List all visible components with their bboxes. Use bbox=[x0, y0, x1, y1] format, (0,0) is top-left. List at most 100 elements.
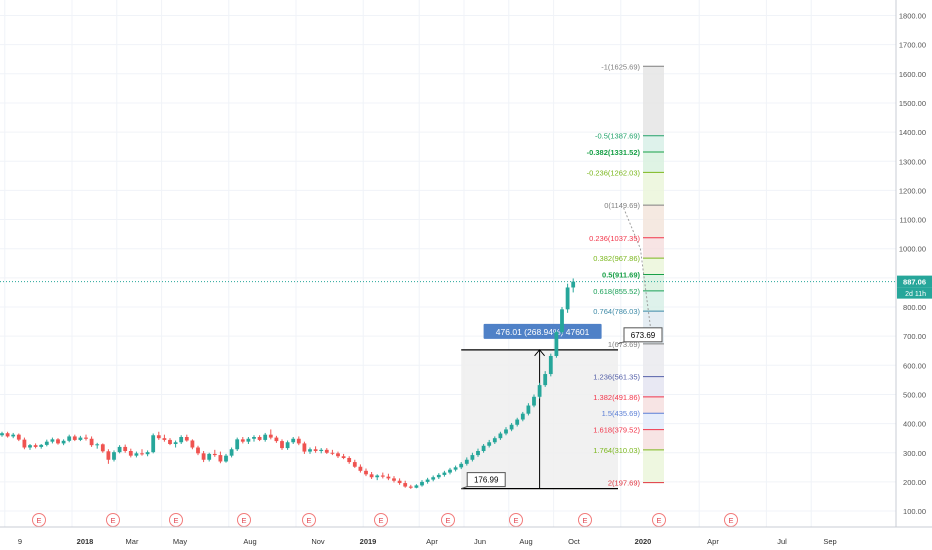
fib-label: 0.236(1037.35) bbox=[589, 234, 640, 243]
price-tick-label: 300.00 bbox=[903, 449, 926, 458]
candle-body bbox=[134, 453, 139, 456]
candle-body bbox=[201, 453, 206, 460]
time-tick-label: 9 bbox=[18, 537, 22, 546]
candle-body bbox=[235, 439, 240, 450]
candle-body bbox=[324, 449, 329, 453]
candle-body bbox=[537, 385, 542, 397]
last-price-label: 887.06 bbox=[903, 278, 926, 287]
candle-body bbox=[319, 449, 324, 452]
candle-body bbox=[364, 470, 368, 475]
candle-body bbox=[532, 396, 536, 406]
time-tick-label: Nov bbox=[311, 537, 325, 546]
fibonacci-labels: -1(1625.69) -0.5(1387.69) -0.382(1331.52) -… bbox=[587, 62, 641, 487]
grid bbox=[0, 0, 896, 527]
candle-body bbox=[397, 480, 402, 484]
price-tick-label: 1700.00 bbox=[899, 41, 926, 50]
fib-zone bbox=[643, 66, 664, 136]
fib-label: 0.764(786.03) bbox=[593, 307, 640, 316]
candle-body bbox=[369, 474, 374, 478]
candle-body bbox=[106, 451, 111, 460]
time-tick-label: 2020 bbox=[635, 537, 652, 546]
candle-body bbox=[145, 452, 150, 455]
candle-body bbox=[5, 433, 10, 437]
candle-body bbox=[313, 449, 318, 452]
candle-body bbox=[28, 445, 32, 448]
fib-label: 1.5(435.69) bbox=[602, 409, 641, 418]
candle-body bbox=[184, 437, 189, 441]
earnings-label: E bbox=[513, 516, 518, 525]
projection-label: 476.01 (268.94%) 47601 bbox=[496, 327, 590, 337]
candle-body bbox=[420, 481, 424, 486]
earnings-label: E bbox=[241, 516, 246, 525]
candle-body bbox=[520, 413, 525, 420]
time-tick-label: Jun bbox=[474, 537, 486, 546]
candle-body bbox=[453, 467, 458, 470]
candle-body bbox=[212, 453, 217, 456]
candle-body bbox=[140, 453, 144, 455]
candle-body bbox=[84, 437, 88, 439]
time-axis[interactable]: 9 2018 Mar May Aug Nov 2019 Apr Jun Aug Oct 2020 Apr… bbox=[0, 526, 932, 550]
candle-body bbox=[95, 444, 100, 446]
candle-body bbox=[156, 435, 161, 439]
candle-body bbox=[565, 287, 570, 310]
earnings-label: E bbox=[656, 516, 661, 525]
candle-body bbox=[392, 478, 396, 481]
candle-body bbox=[380, 475, 385, 477]
callout-label: 673.69 bbox=[631, 331, 656, 340]
price-tick-label: 600.00 bbox=[903, 361, 926, 370]
projection-path bbox=[623, 207, 653, 337]
price-tick-label: 700.00 bbox=[903, 332, 926, 341]
candle-body bbox=[100, 444, 105, 452]
candle-body bbox=[33, 445, 38, 447]
candle-body bbox=[498, 433, 503, 439]
earnings-label: E bbox=[445, 516, 450, 525]
candle-body bbox=[196, 447, 200, 454]
fib-label: -1(1625.69) bbox=[601, 62, 640, 71]
price-tick-label: 400.00 bbox=[903, 420, 926, 429]
projection-label-box bbox=[483, 323, 602, 339]
candle-body bbox=[526, 405, 531, 414]
callout-box bbox=[466, 472, 506, 488]
candle-body bbox=[492, 438, 497, 443]
candle-body bbox=[162, 438, 167, 440]
candle-body bbox=[151, 435, 156, 453]
price-tick-label: 1800.00 bbox=[899, 12, 926, 21]
candle-body bbox=[11, 434, 16, 437]
candle-body bbox=[296, 438, 301, 444]
candle-body bbox=[16, 434, 21, 440]
time-tick-label: Apr bbox=[426, 537, 438, 546]
candle-body bbox=[61, 440, 66, 444]
candle-body bbox=[229, 449, 234, 456]
candle-body bbox=[487, 442, 492, 446]
fib-label: 0.5(911.69) bbox=[602, 270, 640, 279]
countdown-tag bbox=[897, 287, 932, 299]
candle-body bbox=[78, 437, 83, 440]
candle-body bbox=[22, 439, 27, 448]
candle-body bbox=[554, 332, 559, 356]
candle-body bbox=[442, 472, 447, 475]
candle-body bbox=[571, 281, 576, 288]
candle-body bbox=[257, 437, 262, 440]
candle-body bbox=[464, 459, 469, 464]
fib-label: 0.618(855.52) bbox=[593, 287, 640, 296]
time-axis-bg bbox=[0, 527, 932, 550]
price-tick-label: 1400.00 bbox=[899, 128, 926, 137]
fib-zone bbox=[643, 205, 664, 238]
callout-pointer bbox=[461, 486, 468, 490]
candle-body bbox=[302, 443, 307, 452]
fib-label: 1(673.69) bbox=[608, 340, 641, 349]
price-tick-label: 1300.00 bbox=[899, 157, 926, 166]
candle-body bbox=[548, 355, 553, 375]
price-tick-label: 1000.00 bbox=[899, 245, 926, 254]
earnings-label: E bbox=[110, 516, 115, 525]
candle-body bbox=[408, 486, 413, 488]
fib-label: 1.618(379.52) bbox=[593, 426, 640, 435]
fib-label: 2(197.69) bbox=[608, 479, 641, 488]
price-axis[interactable]: 1800.00 1700.00 1600.00 1500.00 1400.00 1300.… bbox=[895, 0, 932, 527]
candle-body bbox=[476, 451, 480, 456]
candle-body bbox=[112, 452, 116, 460]
callout-box bbox=[623, 327, 663, 343]
earnings-label: E bbox=[728, 516, 733, 525]
